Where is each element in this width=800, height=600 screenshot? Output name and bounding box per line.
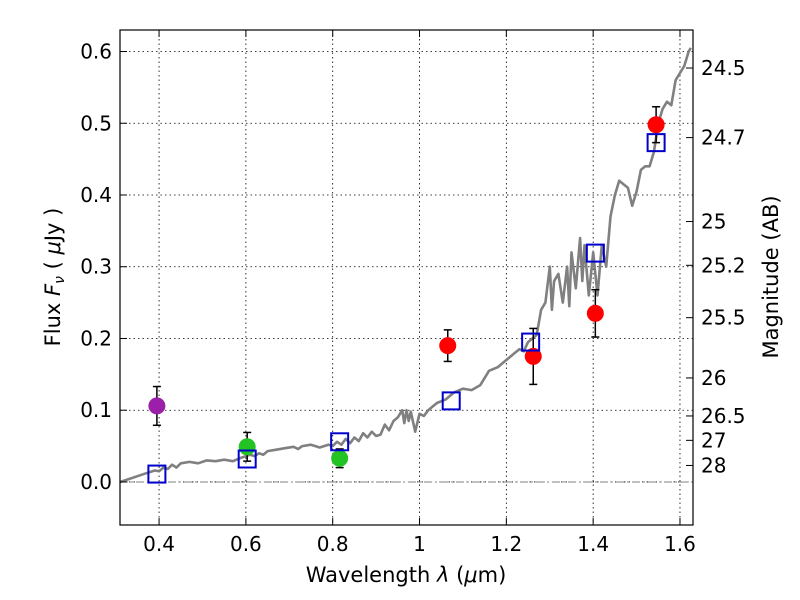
x-axis-title: Wavelength λ (μm) <box>306 563 507 587</box>
photometry-point <box>238 438 256 456</box>
right-axis-title: Magnitude (AB) <box>759 195 783 358</box>
y-tick-label: 0.0 <box>80 470 112 494</box>
y-tick-label: 0.1 <box>80 398 112 422</box>
right-tick-label: 27 <box>701 428 726 452</box>
model-flux-square <box>147 464 167 484</box>
model-flux-square <box>521 332 541 352</box>
photometry-point <box>331 449 349 467</box>
right-tick-label: 26 <box>701 366 726 390</box>
right-tick-label: 26.5 <box>701 404 746 428</box>
model-flux-square <box>585 243 605 263</box>
right-tick-label: 25 <box>701 210 726 234</box>
model-flux-square <box>441 391 461 411</box>
photometry-markers <box>147 106 666 484</box>
right-tick-label: 25.5 <box>701 306 746 330</box>
photometry-point <box>586 304 604 322</box>
y-tick-label: 0.2 <box>80 326 112 350</box>
right-tick-label: 24.7 <box>701 126 746 150</box>
x-tick-label: 0.4 <box>143 532 175 556</box>
photometry-point <box>148 397 166 415</box>
model-flux-square <box>646 133 666 153</box>
right-tick-label: 28 <box>701 453 726 477</box>
right-tick-label: 25.2 <box>701 253 746 277</box>
model-spectrum <box>119 47 692 484</box>
y-tick-label: 0.6 <box>80 40 112 64</box>
photometry-point <box>439 337 457 355</box>
photometry-point <box>647 116 665 134</box>
y-axis-ticks: 0.0 0.1 0.2 0.3 0.4 0.5 0.6 <box>80 40 127 494</box>
y-axis-title: Flux Fν ( μJy ) <box>41 208 68 347</box>
x-tick-label: 1.6 <box>664 532 696 556</box>
x-tick-label: 1.2 <box>490 532 522 556</box>
model-flux-square <box>330 432 350 452</box>
spectrum-line <box>119 47 692 484</box>
photometry-point <box>524 347 542 365</box>
grid <box>120 30 693 525</box>
y-tick-label: 0.4 <box>80 183 112 207</box>
x-tick-label: 1.4 <box>577 532 609 556</box>
x-axis-ticks: 0.4 0.6 0.8 1 1.2 1.4 1.6 <box>143 30 696 556</box>
x-tick-label: 0.8 <box>317 532 349 556</box>
x-tick-label: 0.6 <box>230 532 262 556</box>
right-tick-label: 24.5 <box>701 56 746 80</box>
model-flux-square <box>237 449 257 469</box>
y-tick-label: 0.5 <box>80 111 112 135</box>
y-tick-label: 0.3 <box>80 255 112 279</box>
x-tick-label: 1 <box>413 532 426 556</box>
plot-frame <box>119 29 694 526</box>
